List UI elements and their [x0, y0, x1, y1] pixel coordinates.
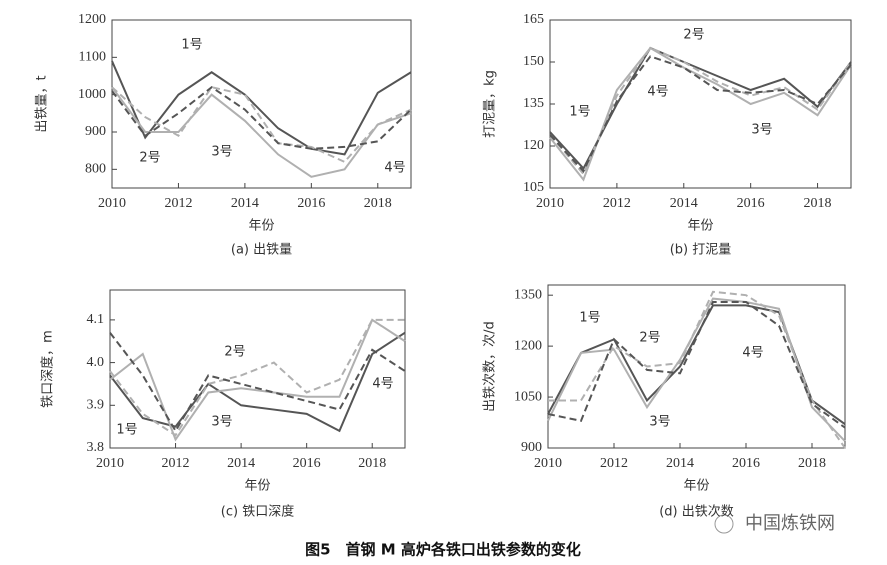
x-tick-label: 2016 — [293, 456, 321, 471]
watermark-icon — [714, 514, 734, 534]
series-label: 2号 — [224, 345, 245, 360]
series-line — [111, 86, 412, 178]
y-axis-label: 铁口深度，m — [40, 330, 56, 408]
x-tick-label: 2014 — [231, 196, 259, 211]
x-axis-label: 年份 — [687, 219, 713, 234]
series-label: 3号 — [211, 415, 232, 430]
x-tick-label: 2016 — [732, 456, 760, 471]
series-label: 2号 — [683, 28, 704, 43]
series-label: 4号 — [742, 346, 763, 361]
x-tick-label: 2012 — [162, 456, 190, 471]
plot-frame — [547, 284, 846, 449]
y-tick-label: 135 — [523, 96, 544, 111]
y-tick-label: 900 — [521, 440, 542, 455]
y-tick-label: 4.0 — [87, 355, 105, 370]
y-tick-label: 1200 — [78, 12, 106, 27]
series-line — [109, 332, 406, 433]
plot-frame — [109, 289, 406, 449]
x-tick-label: 2010 — [534, 456, 562, 471]
series-label: 2号 — [639, 331, 660, 346]
series-line — [549, 46, 852, 182]
series-line — [547, 297, 846, 442]
x-tick-label: 2012 — [600, 456, 628, 471]
y-tick-label: 4.1 — [87, 312, 105, 327]
chart-subtitle: (d) 出铁次数 — [659, 504, 734, 520]
series-line — [547, 300, 846, 429]
y-tick-label: 150 — [523, 54, 544, 69]
x-tick-label: 2018 — [798, 456, 826, 471]
series-line — [549, 55, 852, 173]
y-tick-label: 120 — [523, 138, 544, 153]
x-tick-label: 2010 — [96, 456, 124, 471]
series-line — [109, 318, 406, 442]
series-label: 1号 — [569, 105, 590, 120]
x-tick-label: 2018 — [358, 456, 386, 471]
x-tick-label: 2014 — [666, 456, 694, 471]
x-axis-label: 年份 — [248, 219, 274, 234]
series-label: 4号 — [384, 161, 405, 176]
y-tick-label: 1100 — [79, 50, 106, 65]
series-line — [111, 60, 412, 156]
series-label: 1号 — [579, 311, 600, 326]
y-tick-label: 105 — [523, 180, 544, 195]
y-tick-label: 1350 — [514, 287, 542, 302]
y-tick-label: 1000 — [78, 87, 106, 102]
series-label: 2号 — [139, 151, 160, 166]
y-tick-label: 800 — [85, 162, 106, 177]
x-tick-label: 2018 — [804, 196, 832, 211]
y-tick-label: 1050 — [514, 389, 542, 404]
series-label: 3号 — [751, 123, 772, 138]
y-axis-label: 打泥量，kg — [483, 70, 498, 138]
y-tick-label: 900 — [85, 124, 106, 139]
series-label: 3号 — [211, 145, 232, 160]
x-tick-label: 2012 — [603, 196, 631, 211]
series-line — [109, 331, 406, 433]
chart-subtitle: (a) 出铁量 — [231, 243, 292, 258]
series-label: 1号 — [116, 423, 137, 438]
y-tick-label: 3.8 — [87, 440, 105, 455]
series-label: 4号 — [372, 377, 393, 392]
series-line — [549, 46, 852, 176]
series-line — [109, 318, 405, 437]
plot-frame — [111, 19, 412, 189]
y-axis-label: 出铁量，t — [35, 75, 50, 132]
watermark: 中国炼铁网 — [745, 513, 835, 534]
x-tick-label: 2012 — [164, 196, 192, 211]
series-label: 4号 — [647, 85, 668, 100]
y-tick-label: 165 — [523, 12, 544, 27]
x-tick-label: 2010 — [536, 196, 564, 211]
x-tick-label: 2016 — [737, 196, 765, 211]
plot-frame — [549, 19, 852, 189]
x-axis-label: 年份 — [683, 479, 709, 494]
y-tick-label: 3.9 — [87, 398, 105, 413]
x-tick-label: 2014 — [227, 456, 255, 471]
x-axis-label: 年份 — [244, 479, 270, 494]
series-line — [111, 85, 412, 150]
y-tick-label: 1200 — [514, 338, 542, 353]
series-label: 1号 — [181, 38, 202, 53]
x-tick-label: 2014 — [670, 196, 698, 211]
x-tick-label: 2018 — [364, 196, 392, 211]
figure-caption: 图5 首钢 M 高炉各铁口出铁参数的变化 — [305, 541, 581, 559]
series-label: 3号 — [649, 415, 670, 430]
chart-subtitle: (c) 铁口深度 — [221, 504, 294, 520]
y-axis-label: 出铁次数，次/d — [482, 321, 498, 412]
chart-subtitle: (b) 打泥量 — [670, 243, 732, 258]
x-tick-label: 2010 — [98, 196, 126, 211]
x-tick-label: 2016 — [297, 196, 325, 211]
